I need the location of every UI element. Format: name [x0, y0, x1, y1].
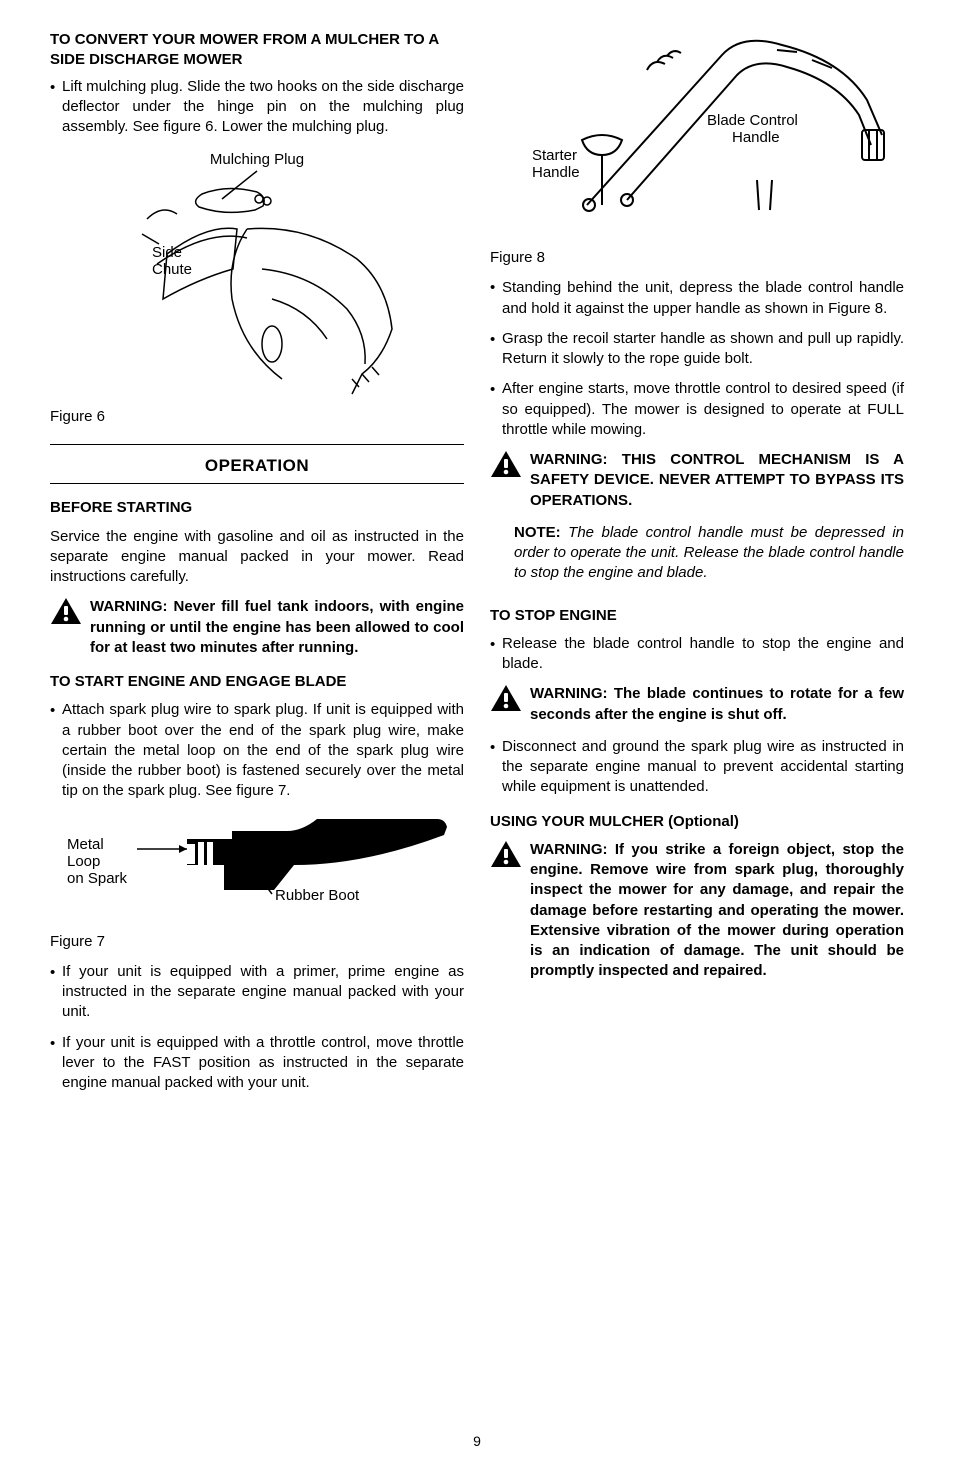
stop-engine-bullet: • Release the blade control handle to st… [490, 634, 904, 675]
start-engine-bullet: • Attach spark plug wire to spark plug. … [50, 700, 464, 801]
svg-text:Metal: Metal [67, 836, 104, 853]
bullet-text: Standing behind the unit, depress the bl… [502, 278, 904, 319]
before-starting-heading: BEFORE STARTING [50, 498, 464, 518]
bullet-text: If your unit is equipped with a primer, … [62, 962, 464, 1023]
svg-text:Loop: Loop [67, 853, 100, 870]
warning-icon [490, 684, 522, 712]
svg-text:on Spark: on Spark [67, 870, 128, 887]
warning-strike: WARNING: If you strike a foreign object,… [490, 840, 904, 982]
side-label: Side [152, 244, 182, 261]
svg-text:Handle: Handle [732, 129, 780, 146]
divider-top [50, 444, 464, 445]
figure-8-caption: Figure 8 [490, 248, 904, 268]
figure-6-caption: Figure 6 [50, 407, 464, 427]
primer-bullet: • If your unit is equipped with a primer… [50, 962, 464, 1023]
warning-mechanism: WARNING: THIS CONTROL MECHANISM IS A SAF… [490, 450, 904, 511]
bullet-text: After engine starts, move throttle contr… [502, 379, 904, 440]
bullet-text: Lift mulching plug. Slide the two hooks … [62, 77, 464, 138]
figure-7: Metal Loop on Spark Rubber Boot [50, 814, 464, 924]
bullet-text: If your unit is equipped with a throttle… [62, 1033, 464, 1094]
figure-8: Starter Handle Blade Control Handle [490, 30, 904, 240]
warning-icon [490, 840, 522, 868]
svg-text:Handle: Handle [532, 164, 580, 181]
warning-strike-text: WARNING: If you strike a foreign object,… [530, 840, 904, 982]
note-label: NOTE: [514, 524, 561, 541]
svg-text:Starter: Starter [532, 147, 577, 164]
figure-6: Mulching Plug [50, 149, 464, 399]
standing-bullet: • Standing behind the unit, depress the … [490, 278, 904, 319]
convert-bullet: • Lift mulching plug. Slide the two hook… [50, 77, 464, 138]
mulching-plug-label: Mulching Plug [210, 151, 304, 168]
warning-fuel: WARNING: Never fill fuel tank indoors, w… [50, 597, 464, 658]
bullet-text: Disconnect and ground the spark plug wir… [502, 737, 904, 798]
bullet-marker: • [50, 1033, 62, 1094]
bullet-marker: • [490, 278, 502, 319]
throttle-bullet: • If your unit is equipped with a thrott… [50, 1033, 464, 1094]
bullet-marker: • [490, 737, 502, 798]
stop-engine-heading: TO STOP ENGINE [490, 606, 904, 626]
bullet-text: Attach spark plug wire to spark plug. If… [62, 700, 464, 801]
warning-icon [50, 597, 82, 625]
start-engine-heading: TO START ENGINE AND ENGAGE BLADE [50, 672, 464, 692]
note-block: NOTE: The blade control handle must be d… [514, 523, 904, 584]
convert-heading: TO CONVERT YOUR MOWER FROM A MULCHER TO … [50, 30, 464, 71]
divider-bottom [50, 483, 464, 484]
page-number: 9 [50, 1432, 904, 1451]
note-body: The blade control handle must be depress… [514, 524, 904, 582]
svg-text:Blade Control: Blade Control [707, 112, 798, 129]
warning-icon [490, 450, 522, 478]
warning-mechanism-text: WARNING: THIS CONTROL MECHANISM IS A SAF… [530, 450, 904, 511]
bullet-marker: • [490, 329, 502, 370]
warning-fuel-text: WARNING: Never fill fuel tank indoors, w… [90, 597, 464, 658]
operation-title: OPERATION [50, 455, 464, 478]
mulcher-heading: USING YOUR MULCHER (Optional) [490, 812, 904, 832]
svg-text:Rubber Boot: Rubber Boot [275, 887, 360, 904]
bullet-marker: • [490, 379, 502, 440]
grasp-bullet: • Grasp the recoil starter handle as sho… [490, 329, 904, 370]
chute-label: Chute [152, 261, 192, 278]
disconnect-bullet: • Disconnect and ground the spark plug w… [490, 737, 904, 798]
figure-7-caption: Figure 7 [50, 932, 464, 952]
bullet-marker: • [490, 634, 502, 675]
bullet-text: Grasp the recoil starter handle as shown… [502, 329, 904, 370]
warning-blade-text: WARNING: The blade continues to rotate f… [530, 684, 904, 725]
warning-blade: WARNING: The blade continues to rotate f… [490, 684, 904, 725]
after-start-bullet: • After engine starts, move throttle con… [490, 379, 904, 440]
before-starting-text: Service the engine with gasoline and oil… [50, 527, 464, 588]
bullet-marker: • [50, 77, 62, 138]
bullet-marker: • [50, 962, 62, 1023]
bullet-marker: • [50, 700, 62, 801]
bullet-text: Release the blade control handle to stop… [502, 634, 904, 675]
